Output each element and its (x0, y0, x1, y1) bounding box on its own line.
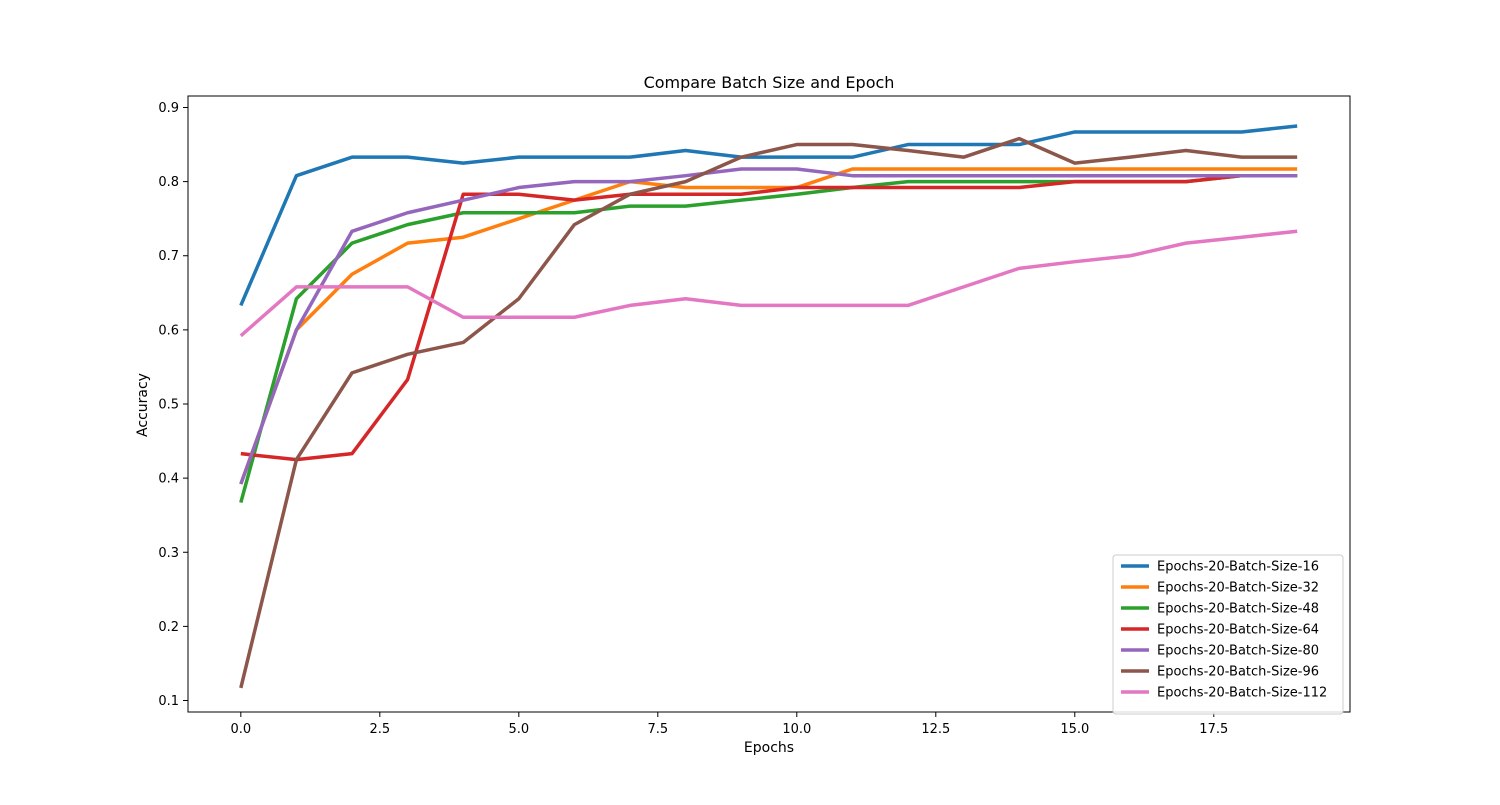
y-axis-label: Accuracy (135, 373, 151, 437)
x-tick-label: 12.5 (921, 722, 950, 737)
x-tick-label: 0.0 (230, 722, 251, 737)
y-tick-label: 0.3 (158, 546, 179, 561)
legend-entry-label: Epochs-20-Batch-Size-80 (1157, 644, 1319, 659)
legend: Epochs-20-Batch-Size-16 Epochs-20-Batch-S… (1112, 554, 1344, 715)
x-tick-label: 17.5 (1199, 722, 1228, 737)
y-tick-label: 0.5 (158, 398, 179, 413)
y-tick-label: 0.8 (158, 175, 179, 190)
series-line-4 (240, 173, 1298, 462)
plot-area: 0.0 2.5 5.0 7.5 10.0 12.5 15.0 17.5 0.1 0.2 0.3 0.4… (158, 95, 1351, 737)
x-tick-label: 10.0 (782, 722, 811, 737)
x-tick-label: 15.0 (1060, 722, 1089, 737)
legend-entry-label: Epochs-20-Batch-Size-96 (1157, 665, 1319, 680)
y-tick-label: 0.4 (158, 472, 179, 487)
x-tick-label: 5.0 (508, 722, 529, 737)
series-line-7 (239, 229, 1298, 338)
x-tick-label: 7.5 (647, 722, 668, 737)
x-tick-label: 2.5 (369, 722, 390, 737)
x-axis-label: Epochs (744, 740, 794, 756)
series-line-3 (239, 173, 1298, 504)
y-tick-label: 0.9 (158, 101, 179, 116)
y-tick-label: 0.1 (158, 694, 179, 709)
legend-entry-label: Epochs-20-Batch-Size-16 (1157, 560, 1319, 575)
legend-entry-label: Epochs-20-Batch-Size-32 (1157, 581, 1319, 596)
legend-entry-label: Epochs-20-Batch-Size-64 (1157, 623, 1319, 638)
y-tick-label: 0.6 (158, 323, 179, 338)
legend-entry-label: Epochs-20-Batch-Size-112 (1157, 686, 1327, 701)
series-line-5 (239, 167, 1298, 485)
chart-title: Compare Batch Size and Epoch (644, 73, 895, 92)
series-line-2 (239, 167, 1298, 485)
legend-box (1112, 554, 1344, 715)
legend-entry-label: Epochs-20-Batch-Size-48 (1157, 602, 1319, 617)
y-tick-label: 0.2 (158, 620, 179, 635)
series-line-1 (239, 124, 1298, 307)
series-line-6 (239, 136, 1298, 689)
y-tick-label: 0.7 (158, 249, 179, 264)
